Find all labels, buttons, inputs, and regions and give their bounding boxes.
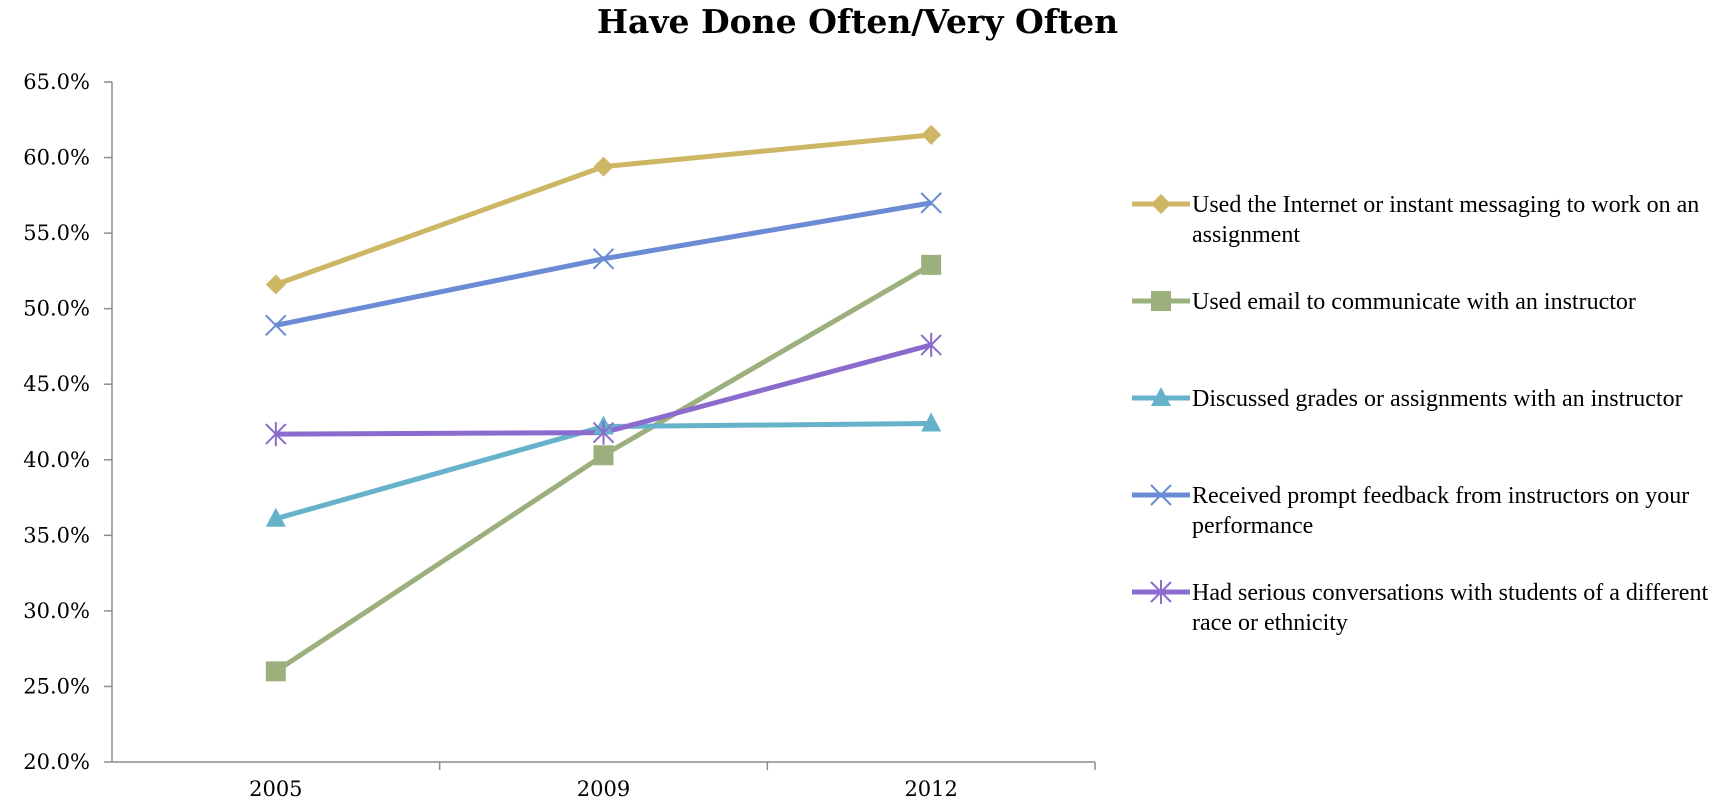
legend-item: Used email to communicate with an instru… bbox=[1130, 287, 1710, 384]
series-markers bbox=[265, 124, 942, 682]
data-point-series-1 bbox=[265, 274, 286, 295]
data-point-series-3 bbox=[921, 412, 942, 432]
legend-marker bbox=[1151, 194, 1171, 214]
legend-item: Had serious conversations with students … bbox=[1130, 578, 1710, 675]
legend-swatch bbox=[1132, 387, 1190, 406]
legend-item: Received prompt feedback from instructor… bbox=[1130, 481, 1710, 578]
legend-swatch bbox=[1132, 291, 1190, 311]
legend-label: Discussed grades or assignments with an … bbox=[1192, 386, 1683, 412]
y-tick-label: 60.0% bbox=[23, 146, 90, 170]
legend-marker bbox=[1150, 484, 1172, 506]
data-point-series-5 bbox=[920, 332, 942, 357]
y-tick-label: 35.0% bbox=[23, 523, 90, 547]
y-tick-label: 40.0% bbox=[23, 448, 90, 472]
data-point-series-3 bbox=[265, 507, 286, 527]
series-line-4 bbox=[275, 200, 932, 328]
data-point-series-1 bbox=[921, 124, 942, 145]
x-tick-label: 2012 bbox=[904, 777, 957, 801]
axes: 20.0% 25.0% 30.0% 35.0% 40.0% 45.0% 50.0% 55.0%… bbox=[23, 70, 1096, 801]
series-lines bbox=[274, 132, 933, 674]
y-tick-label: 55.0% bbox=[23, 221, 90, 245]
y-tick-label: 20.0% bbox=[23, 750, 90, 774]
legend-label: Received prompt feedback from instructor… bbox=[1192, 483, 1690, 539]
legend-marker bbox=[1151, 291, 1171, 311]
y-tick-label: 45.0% bbox=[23, 372, 90, 396]
x-tick-label: 2009 bbox=[577, 777, 630, 801]
legend-item: Discussed grades or assignments with an … bbox=[1130, 384, 1710, 481]
legend-label: Used email to communicate with an instru… bbox=[1192, 289, 1636, 315]
legend-swatch bbox=[1132, 194, 1190, 214]
y-tick-label: 30.0% bbox=[23, 599, 90, 623]
x-tick-label: 2005 bbox=[249, 777, 302, 801]
chart-title: Have Done Often/Very Often bbox=[596, 2, 1119, 41]
y-tick-label: 65.0% bbox=[23, 70, 90, 94]
legend-swatch bbox=[1132, 580, 1190, 604]
data-point-series-4 bbox=[592, 248, 615, 270]
legend-marker bbox=[1150, 580, 1172, 604]
series-line-2 bbox=[274, 262, 933, 674]
legend-swatch bbox=[1132, 484, 1190, 506]
legend-label: Used the Internet or instant messaging t… bbox=[1192, 192, 1700, 248]
y-tick-label: 25.0% bbox=[23, 674, 90, 698]
legend-item: Used the Internet or instant messaging t… bbox=[1130, 190, 1710, 287]
legend-label: Had serious conversations with students … bbox=[1192, 580, 1709, 636]
data-point-series-4 bbox=[920, 192, 942, 214]
data-point-series-2 bbox=[921, 254, 942, 275]
data-point-series-5 bbox=[265, 422, 287, 447]
data-point-series-4 bbox=[265, 314, 287, 336]
data-point-series-2 bbox=[593, 445, 614, 466]
data-point-series-2 bbox=[265, 661, 286, 682]
y-tick-label: 50.0% bbox=[23, 297, 90, 321]
data-point-series-5 bbox=[592, 420, 615, 445]
data-point-series-1 bbox=[593, 156, 614, 177]
legend-marker bbox=[1151, 387, 1171, 406]
legend: Used the Internet or instant messaging t… bbox=[1130, 190, 1710, 675]
